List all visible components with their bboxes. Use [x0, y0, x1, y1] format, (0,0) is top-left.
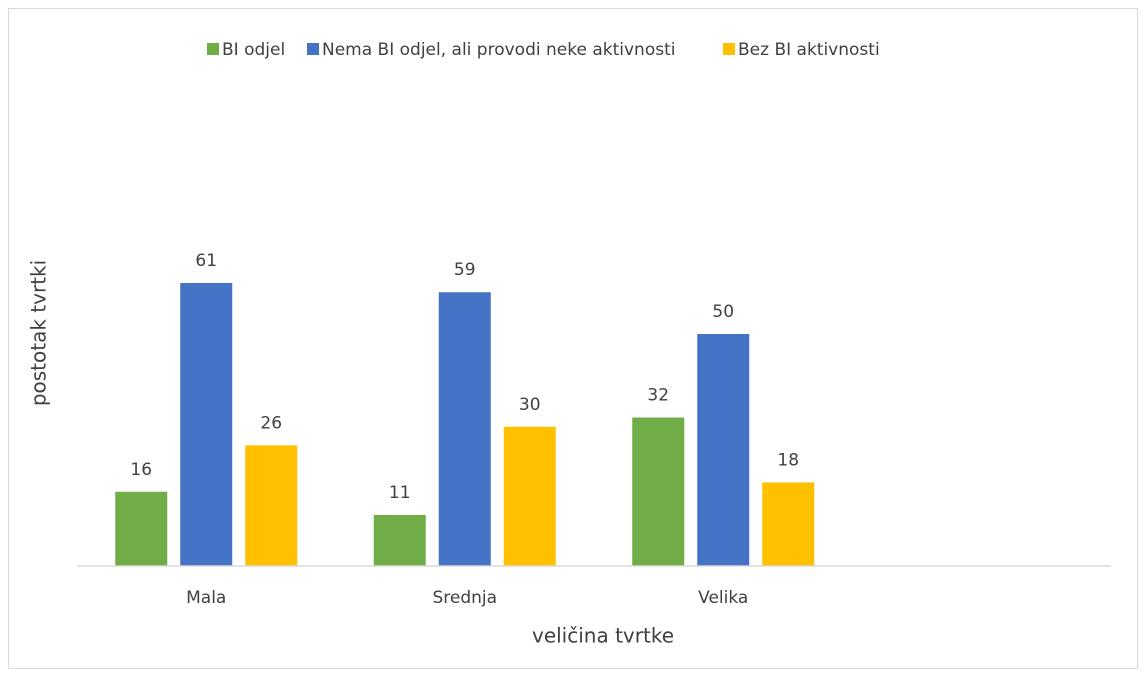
bar — [373, 514, 426, 566]
data-label: 32 — [647, 386, 669, 406]
data-label: 11 — [389, 483, 411, 503]
bar — [632, 417, 685, 566]
legend-swatch — [207, 43, 219, 55]
bar — [762, 482, 815, 566]
data-label: 26 — [260, 413, 282, 433]
x-tick-label: Mala — [186, 588, 226, 608]
bar — [697, 334, 750, 566]
x-tick-label: Srednja — [432, 588, 497, 608]
bar — [245, 445, 298, 566]
legend-label: BI odjel — [222, 40, 285, 60]
legend-label: Bez BI aktivnosti — [738, 40, 880, 60]
legend-label: Nema BI odjel, ali provodi neke aktivnos… — [322, 40, 675, 60]
bar — [503, 426, 556, 566]
data-label: 18 — [777, 450, 799, 470]
data-label: 59 — [454, 260, 476, 280]
chart-border — [8, 8, 1138, 669]
bar — [438, 292, 491, 566]
x-tick-label: Velika — [698, 588, 748, 608]
y-axis-title: postotak tvrtki — [27, 260, 51, 406]
data-label: 16 — [130, 460, 152, 480]
data-label: 61 — [195, 251, 217, 271]
legend-swatch — [307, 43, 319, 55]
bar — [115, 491, 168, 566]
data-label: 50 — [712, 302, 734, 322]
data-label: 30 — [519, 395, 541, 415]
legend-swatch — [723, 43, 735, 55]
bar — [180, 282, 233, 566]
x-axis-title: veličina tvrtke — [532, 624, 674, 648]
